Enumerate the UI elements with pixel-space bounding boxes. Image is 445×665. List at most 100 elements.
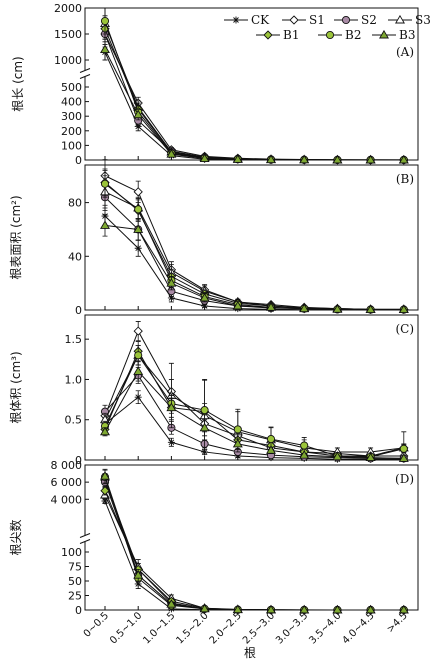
data-point-B3 bbox=[332, 304, 343, 313]
plot-frame bbox=[84, 7, 419, 161]
y-tick-label: 2000 bbox=[54, 2, 82, 15]
series-line-CK bbox=[104, 396, 404, 460]
series-line-CK bbox=[104, 500, 404, 611]
series-line-B2 bbox=[104, 183, 404, 311]
axis-break-gap bbox=[81, 536, 89, 541]
data-point-B3 bbox=[398, 453, 409, 462]
axis-break-mark bbox=[79, 533, 91, 538]
data-point-B2 bbox=[233, 425, 242, 434]
data-point-B1 bbox=[100, 486, 110, 496]
y-tick-label: 0 bbox=[75, 154, 82, 167]
y-tick-label: 1.0 bbox=[65, 373, 83, 386]
data-point-B3 bbox=[100, 44, 110, 54]
series-line-CK bbox=[104, 51, 404, 161]
y-tick-label: 0 bbox=[75, 454, 82, 467]
x-category-label: 0~0.5 bbox=[82, 610, 111, 639]
y-tick-label: 1500 bbox=[54, 28, 82, 41]
data-point-B3 bbox=[398, 304, 409, 314]
data-point-B3 bbox=[365, 604, 376, 614]
series-line-S1 bbox=[104, 329, 404, 457]
data-point-B3 bbox=[199, 422, 210, 432]
y-tick-label: 500 bbox=[61, 81, 82, 94]
data-point-B3 bbox=[365, 452, 376, 462]
legend-label-CK: CK bbox=[251, 13, 270, 27]
data-point-CK bbox=[101, 497, 109, 505]
axis-break-mark bbox=[79, 68, 91, 73]
data-point-B3 bbox=[133, 366, 144, 375]
data-point-B3 bbox=[199, 153, 210, 162]
x-category-label: 3.0~3.5 bbox=[274, 610, 310, 646]
series-line-B1 bbox=[104, 28, 404, 161]
x-category-label: 1.5~2.0 bbox=[175, 610, 211, 646]
data-point-B3 bbox=[332, 451, 343, 461]
y-tick-label: 8 000 bbox=[51, 459, 83, 472]
y-tick-label: 4 000 bbox=[51, 493, 83, 506]
data-point-B3 bbox=[332, 154, 343, 164]
x-category-label: 0.5~1.0 bbox=[108, 610, 144, 646]
legend-marker-B2 bbox=[325, 30, 335, 40]
y-tick-label: 0.5 bbox=[65, 414, 83, 427]
axis-break-mark bbox=[79, 539, 91, 544]
data-point-B3 bbox=[232, 438, 243, 448]
data-point-B3 bbox=[232, 604, 243, 614]
series-line-S2 bbox=[104, 196, 404, 311]
panel-C: 0 0.5 1.0 1.5 根体积 (cm³) (C) bbox=[9, 314, 419, 467]
y-tick-label: 25 bbox=[68, 590, 82, 603]
data-point-B2 bbox=[200, 406, 209, 415]
data-point-B3 bbox=[266, 604, 276, 614]
data-point-B2 bbox=[399, 444, 408, 453]
data-point-B3 bbox=[199, 292, 210, 302]
legend-label-B3: B3 bbox=[399, 28, 415, 42]
y-tick-label: 400 bbox=[61, 96, 82, 109]
data-point-B3 bbox=[133, 109, 144, 119]
data-point-B3 bbox=[133, 570, 144, 579]
data-point-B3 bbox=[100, 220, 110, 229]
legend: CK S1 S2 S3 B1 B2 B3 bbox=[224, 13, 431, 42]
series-line-S1 bbox=[104, 33, 404, 161]
data-point-B3 bbox=[365, 154, 376, 164]
plot-frame bbox=[84, 164, 419, 311]
x-category-labels: 0~0.50.5~1.01.0~1.51.5~2.02.0~2.52.5~3.0… bbox=[82, 610, 410, 646]
x-category-label: 1.0~1.5 bbox=[141, 610, 177, 646]
data-point-B3 bbox=[166, 278, 177, 287]
data-point-CK bbox=[134, 393, 142, 401]
data-point-B3 bbox=[299, 303, 310, 313]
legend-marker-S2 bbox=[341, 15, 351, 25]
data-point-B2 bbox=[100, 16, 110, 26]
y-axis-label: 根长 (cm) bbox=[11, 56, 25, 111]
series-line-B3 bbox=[104, 224, 404, 311]
y-tick-label: 100 bbox=[61, 139, 82, 152]
data-point-B2 bbox=[266, 435, 276, 444]
data-point-B3 bbox=[199, 603, 210, 613]
y-tick-label: 300 bbox=[61, 110, 82, 123]
data-point-B2 bbox=[134, 351, 143, 360]
series-line-B2 bbox=[104, 354, 404, 458]
x-category-label: 2.0~2.5 bbox=[208, 610, 244, 646]
data-point-CK bbox=[134, 244, 142, 252]
data-point-B3 bbox=[166, 402, 177, 412]
y-tick-label: 1.5 bbox=[65, 333, 83, 346]
data-point-B2 bbox=[100, 179, 110, 188]
series-line-B2 bbox=[104, 476, 404, 611]
data-point-B3 bbox=[232, 300, 243, 310]
y-tick-label: 50 bbox=[68, 575, 82, 588]
data-point-B3 bbox=[332, 604, 343, 614]
series-line-S2 bbox=[104, 481, 404, 611]
series-line-S3 bbox=[104, 354, 404, 453]
data-point-B3 bbox=[299, 154, 310, 164]
y-tick-label: 1000 bbox=[54, 54, 82, 67]
legend-label-B2: B2 bbox=[345, 28, 361, 42]
legend-label-B1: B1 bbox=[283, 28, 299, 42]
x-category-label: 4.0~4.5 bbox=[341, 610, 377, 646]
data-point-B2 bbox=[300, 441, 309, 450]
data-point-CK bbox=[167, 294, 175, 302]
panel-tag: (C) bbox=[395, 322, 414, 336]
data-point-CK bbox=[134, 122, 142, 130]
legend-marker-S3 bbox=[395, 14, 405, 24]
series-line-B1 bbox=[104, 350, 404, 457]
y-tick-label: 6 000 bbox=[51, 476, 83, 489]
y-tick-label: 200 bbox=[61, 125, 82, 138]
